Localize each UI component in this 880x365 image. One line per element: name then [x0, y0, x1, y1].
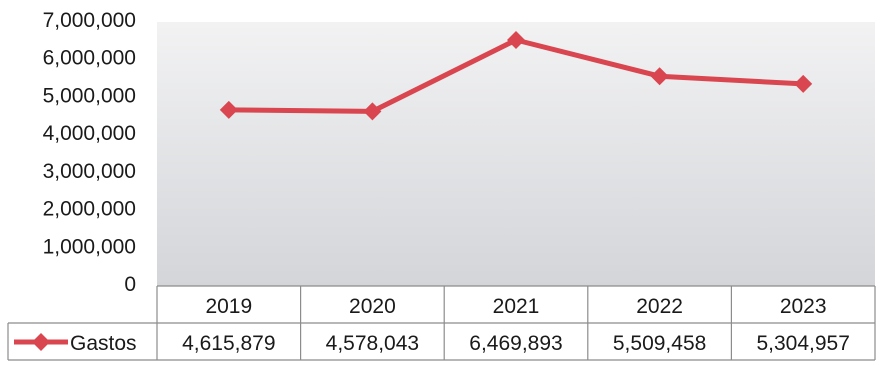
data-table: 2019 2020 2021 2022 2023 4,615,879 4,578,043 6,…	[7, 285, 876, 361]
y-tick-label: 5,000,000	[43, 84, 136, 107]
x-category-label: 2019	[205, 295, 252, 318]
y-tick-label: 0	[124, 273, 136, 296]
data-point-marker	[219, 100, 238, 119]
x-category-label: 2021	[493, 295, 540, 318]
legend-label: Gastos	[70, 332, 137, 355]
data-point-marker	[507, 30, 525, 49]
data-label: 5,304,957	[756, 332, 849, 355]
data-point-marker	[794, 74, 813, 93]
y-tick-label: 1,000,000	[43, 235, 136, 258]
y-tick-label: 2,000,000	[43, 198, 136, 221]
y-axis-tick-labels: 0 1,000,000 2,000,000 3,000,000 4,000,000 5,0…	[43, 9, 136, 296]
data-point-marker	[650, 67, 669, 86]
y-tick-label: 6,000,000	[43, 47, 136, 70]
x-category-label: 2020	[349, 295, 396, 318]
data-label: 5,509,458	[613, 332, 706, 355]
y-tick-label: 4,000,000	[43, 122, 136, 145]
y-tick-label: 7,000,000	[43, 9, 136, 32]
data-label: 6,469,893	[469, 332, 562, 355]
plot-area	[157, 22, 875, 286]
y-tick-label: 3,000,000	[43, 160, 136, 183]
legend-marker	[32, 333, 50, 351]
x-category-label: 2022	[636, 295, 683, 318]
x-category-label: 2023	[780, 295, 827, 318]
data-label: 4,578,043	[326, 332, 419, 355]
data-label: 4,615,879	[182, 332, 275, 355]
data-point-marker	[363, 102, 382, 121]
series-gastos	[219, 30, 813, 121]
